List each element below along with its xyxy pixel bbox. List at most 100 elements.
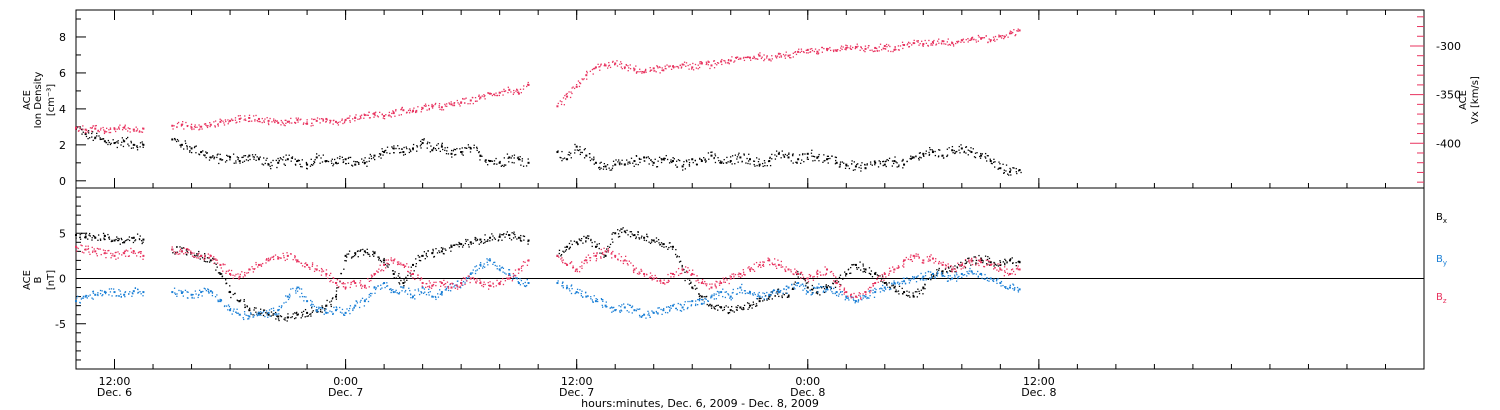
density-sample [239, 162, 241, 164]
density-sample [243, 155, 245, 157]
bz-sample [904, 259, 906, 261]
bz-sample [876, 278, 878, 281]
density-sample [198, 153, 200, 155]
bz-sample [482, 283, 485, 286]
vx-sample [234, 119, 237, 121]
by-sample [857, 301, 859, 303]
vx-sample [452, 104, 454, 107]
by-sample [983, 278, 985, 280]
bx-sample [936, 269, 938, 271]
density-sample [663, 159, 665, 161]
bz-sample [193, 252, 195, 254]
vx-sample [809, 48, 812, 50]
vx-sample [917, 40, 919, 42]
vx-sample [789, 56, 791, 59]
by-sample [606, 305, 608, 308]
density-sample [963, 150, 965, 153]
bx-sample [79, 238, 82, 240]
bz-sample [272, 256, 274, 258]
density-sample [136, 146, 138, 148]
bx-sample [922, 293, 924, 295]
density-sample [562, 158, 564, 160]
vx-sample [173, 125, 175, 127]
by-sample [908, 279, 910, 281]
bx-sample [930, 278, 932, 281]
by-sample [118, 295, 120, 297]
bx-sample [111, 239, 113, 242]
bx-sample [938, 267, 940, 270]
vx-sample [566, 92, 568, 95]
bz-sample [230, 274, 232, 276]
density-sample [851, 163, 853, 165]
density-sample [337, 162, 339, 164]
density-sample [764, 162, 766, 164]
vx-sample [205, 124, 207, 126]
bz-sample [883, 272, 886, 274]
bx-sample [993, 265, 995, 267]
bz-sample [179, 250, 181, 252]
vx-point [248, 116, 251, 119]
vx-point [681, 63, 684, 66]
bx-sample [675, 248, 677, 251]
density-sample [481, 155, 483, 157]
bx-sample [949, 266, 952, 268]
vx-sample [734, 60, 736, 62]
bx-point [710, 304, 713, 307]
bz-sample [350, 283, 352, 286]
bx-sample [792, 287, 794, 290]
by-sample [852, 298, 855, 300]
bx-sample [348, 250, 351, 252]
bz-point [739, 272, 742, 275]
density-sample [858, 166, 860, 169]
vx-sample [1003, 37, 1005, 40]
vx-sample [932, 42, 934, 45]
by-sample [753, 292, 755, 294]
by-point [758, 295, 761, 298]
vx-point [344, 118, 347, 121]
density-point [498, 161, 501, 164]
by-sample [216, 294, 218, 296]
by-sample [525, 284, 528, 287]
bz-sample [824, 266, 826, 268]
bz-sample [269, 259, 271, 261]
bz-sample [824, 274, 827, 276]
density-sample [817, 155, 820, 158]
bx-sample [936, 272, 938, 274]
vx-sample [669, 65, 671, 67]
bz-sample [139, 251, 141, 253]
vx-sample [591, 68, 594, 71]
bz-sample [618, 253, 620, 255]
vx-sample [1012, 31, 1014, 34]
by-point [614, 309, 617, 312]
bx-sample [272, 314, 274, 316]
vx-sample [236, 121, 238, 123]
density-sample [221, 159, 224, 161]
vx-sample [965, 39, 967, 41]
vx-sample [465, 97, 467, 99]
by-sample [718, 294, 720, 297]
vx-sample [680, 66, 683, 68]
bx-sample [797, 271, 799, 273]
bz-sample [913, 255, 916, 257]
density-sample [928, 151, 930, 154]
density-sample [399, 152, 401, 154]
density-sample [461, 147, 463, 149]
by-sample [136, 288, 139, 290]
bx-sample [619, 235, 621, 238]
density-sample [237, 157, 240, 159]
density-point [440, 145, 443, 148]
bz-sample [558, 256, 560, 258]
by-sample [997, 278, 999, 280]
bz-sample [272, 258, 275, 261]
bz-sample [444, 286, 446, 288]
density-sample [919, 156, 921, 158]
density-sample [806, 158, 809, 160]
bx-point [363, 250, 366, 253]
bx-point [392, 272, 395, 275]
bz-sample [475, 282, 477, 284]
vx-point [758, 54, 761, 57]
bx-sample [499, 233, 501, 235]
bx-sample [286, 320, 288, 322]
by-sample [899, 282, 901, 284]
by-sample [897, 281, 899, 283]
